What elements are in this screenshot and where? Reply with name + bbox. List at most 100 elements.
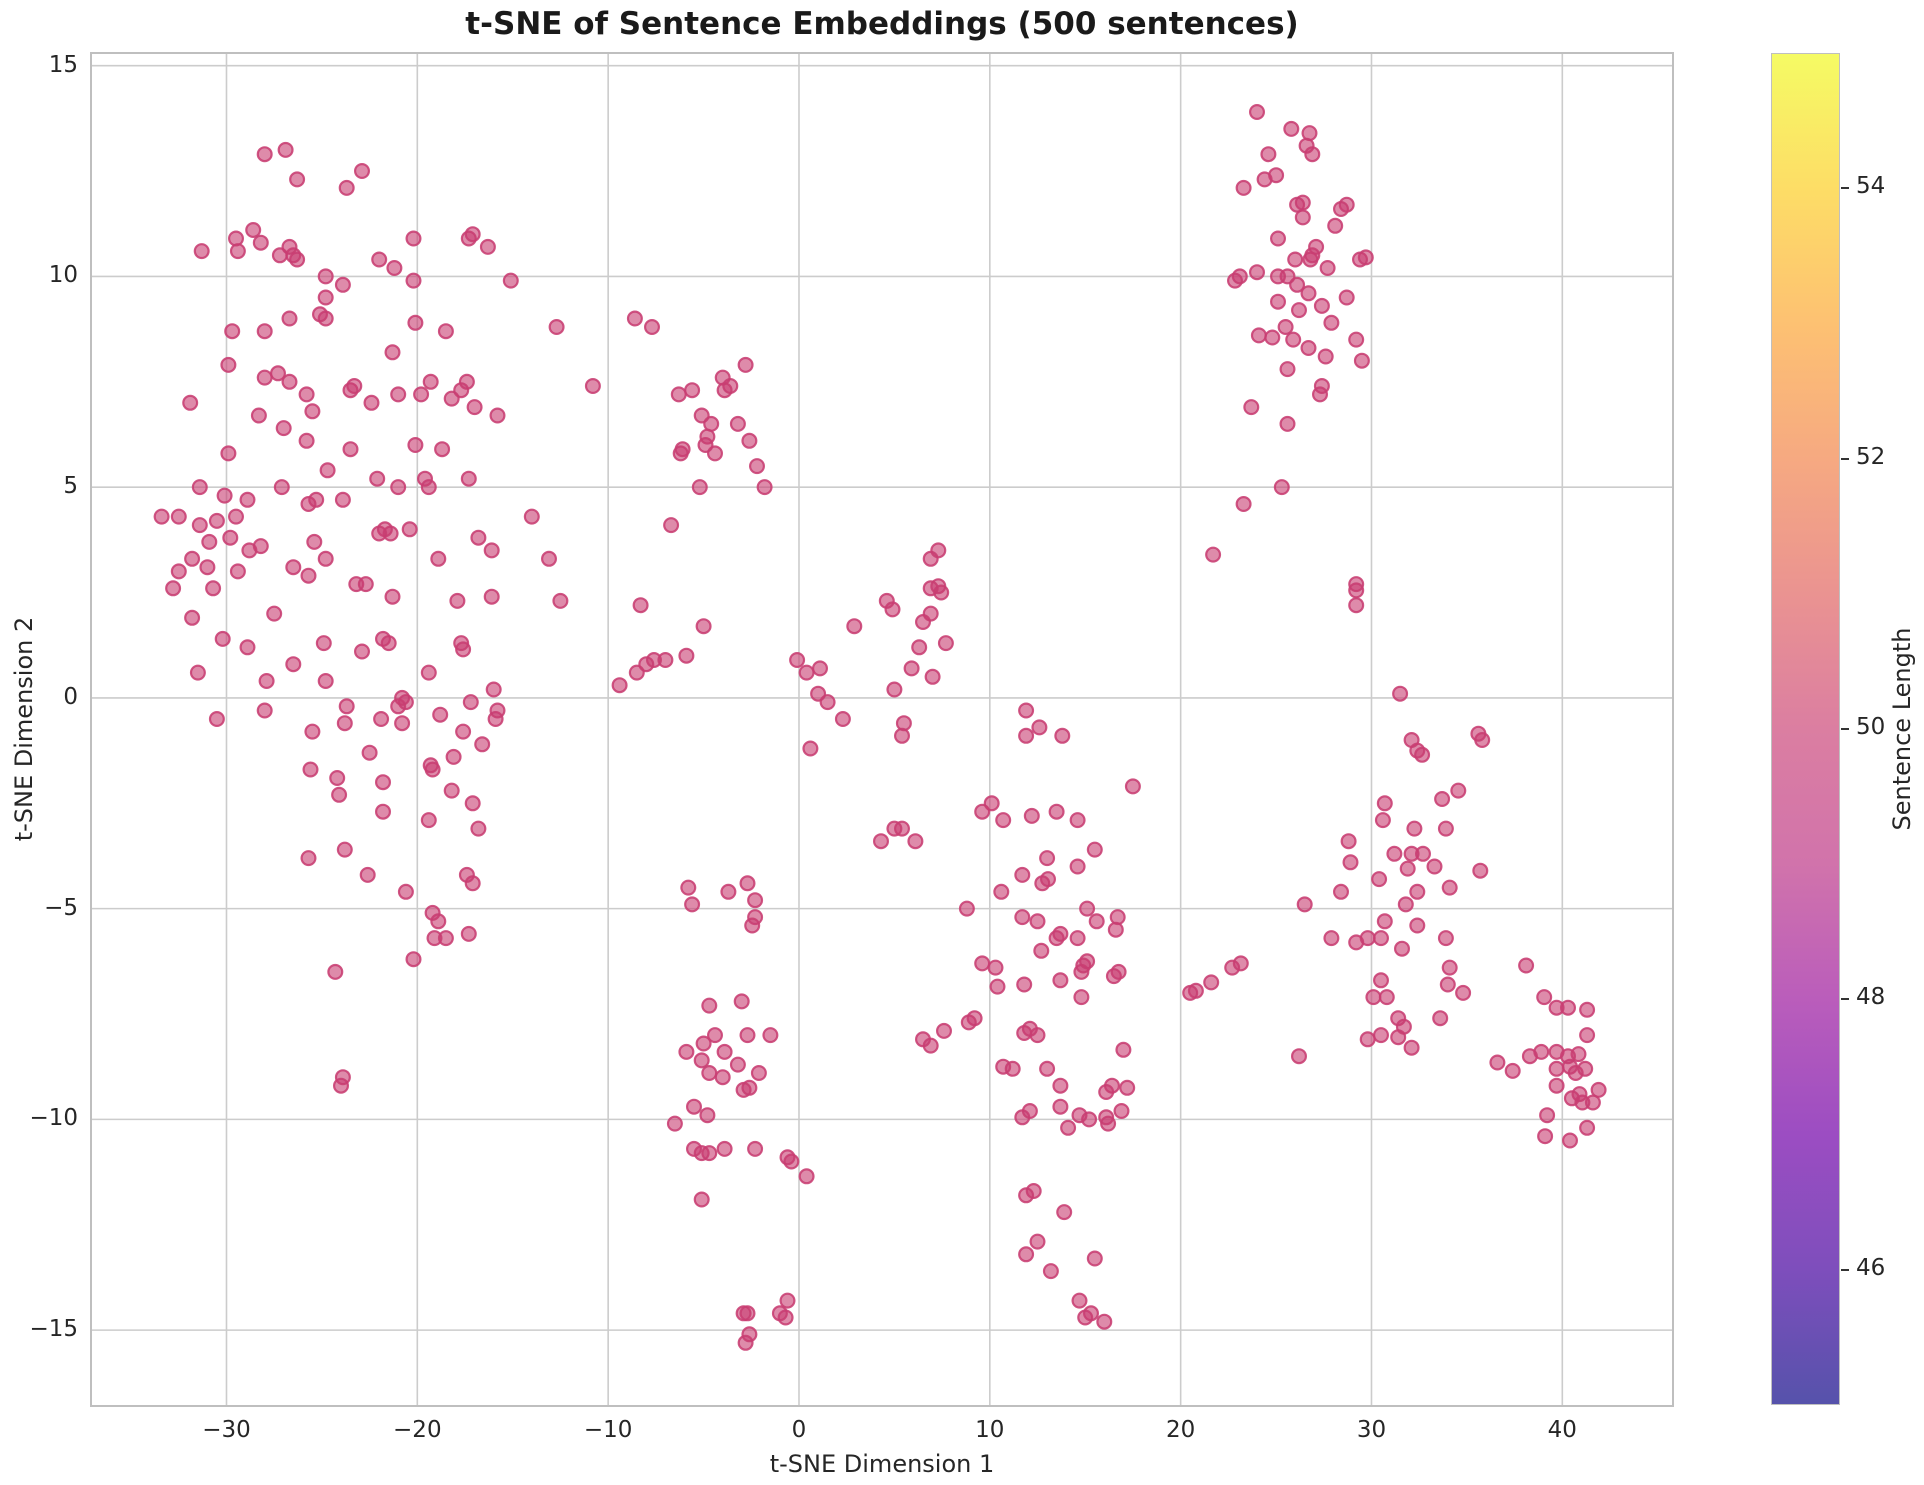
colorbar-tick-label: 52	[1856, 443, 1886, 470]
data-point	[903, 660, 920, 677]
data-point	[333, 1077, 350, 1094]
data-point	[993, 883, 1010, 900]
data-point	[729, 415, 746, 432]
data-point	[420, 812, 437, 829]
data-point	[995, 812, 1012, 829]
colorbar-tick-label: 54	[1856, 173, 1886, 200]
data-point	[205, 580, 222, 597]
data-point	[382, 525, 399, 542]
data-point	[220, 356, 237, 373]
data-point	[336, 715, 353, 732]
data-point	[699, 1107, 716, 1124]
data-point	[1317, 348, 1334, 365]
data-point	[695, 1035, 712, 1052]
data-point	[470, 820, 487, 837]
data-point	[907, 833, 924, 850]
data-point	[184, 550, 201, 567]
data-point	[1039, 850, 1056, 867]
x-tick-label: 10	[975, 1417, 1005, 1443]
data-point	[1029, 913, 1046, 930]
data-point	[390, 698, 407, 715]
data-point	[802, 740, 819, 757]
data-point	[443, 390, 460, 407]
data-point	[706, 445, 723, 462]
data-point	[1434, 790, 1451, 807]
data-point	[935, 1022, 952, 1039]
data-point	[401, 521, 418, 538]
data-point	[1115, 1041, 1132, 1058]
data-point	[670, 386, 687, 403]
data-point	[1069, 930, 1086, 947]
data-point	[1441, 959, 1458, 976]
data-point	[1390, 1029, 1407, 1046]
data-point	[460, 925, 477, 942]
data-point	[1378, 989, 1395, 1006]
data-point	[1264, 329, 1281, 346]
colorbar	[1771, 53, 1840, 1405]
data-point	[1071, 1292, 1088, 1309]
data-point	[1504, 1062, 1521, 1079]
data-point	[342, 441, 359, 458]
data-point	[1561, 1132, 1578, 1149]
data-point	[334, 491, 351, 508]
data-point	[390, 479, 407, 496]
data-point	[1365, 989, 1382, 1006]
data-point	[930, 542, 947, 559]
data-point	[643, 319, 660, 336]
data-point	[354, 643, 371, 660]
data-point	[354, 163, 371, 180]
data-point	[819, 694, 836, 711]
data-point	[1235, 179, 1252, 196]
data-point	[714, 1069, 731, 1086]
data-point	[1088, 913, 1105, 930]
data-point	[1250, 327, 1267, 344]
data-point	[922, 1037, 939, 1054]
data-point	[285, 559, 302, 576]
data-point	[317, 289, 334, 306]
x-tick-label: 30	[1356, 1417, 1387, 1443]
data-point	[540, 550, 557, 567]
data-point	[1018, 702, 1035, 719]
data-point	[191, 517, 208, 534]
data-point	[256, 702, 273, 719]
data-point	[359, 866, 376, 883]
data-point	[239, 491, 256, 508]
colorbar-tick-label: 50	[1856, 714, 1886, 740]
data-point	[229, 563, 246, 580]
data-point	[846, 618, 863, 635]
colorbar-tick	[1841, 187, 1849, 190]
data-point	[1124, 778, 1141, 795]
data-point	[1577, 1060, 1594, 1077]
data-point	[464, 875, 481, 892]
data-point	[657, 651, 674, 668]
data-point	[729, 1056, 746, 1073]
data-point	[373, 710, 390, 727]
data-point	[170, 508, 187, 525]
y-tick-label: 10	[48, 262, 78, 289]
data-point	[300, 567, 317, 584]
data-point	[338, 179, 355, 196]
data-point	[304, 403, 321, 420]
data-point	[1069, 812, 1086, 829]
data-point	[317, 310, 334, 327]
data-point	[1018, 1246, 1035, 1263]
data-point	[1273, 479, 1290, 496]
data-point	[548, 319, 565, 336]
data-point	[266, 605, 283, 622]
data-point	[483, 588, 500, 605]
data-point	[216, 487, 233, 504]
data-point	[684, 896, 701, 913]
data-point	[1235, 496, 1252, 513]
data-point	[281, 310, 298, 327]
data-point	[470, 529, 487, 546]
data-point	[1311, 386, 1328, 403]
data-point	[1289, 276, 1306, 293]
data-point	[1559, 999, 1576, 1016]
data-point	[430, 913, 447, 930]
data-point	[1342, 854, 1359, 871]
x-axis-label: t-SNE Dimension 1	[769, 1450, 995, 1478]
data-point	[443, 782, 460, 799]
data-point	[684, 382, 701, 399]
colorbar-tick-label: 46	[1856, 1254, 1886, 1281]
y-tick-label: 0	[63, 683, 78, 710]
